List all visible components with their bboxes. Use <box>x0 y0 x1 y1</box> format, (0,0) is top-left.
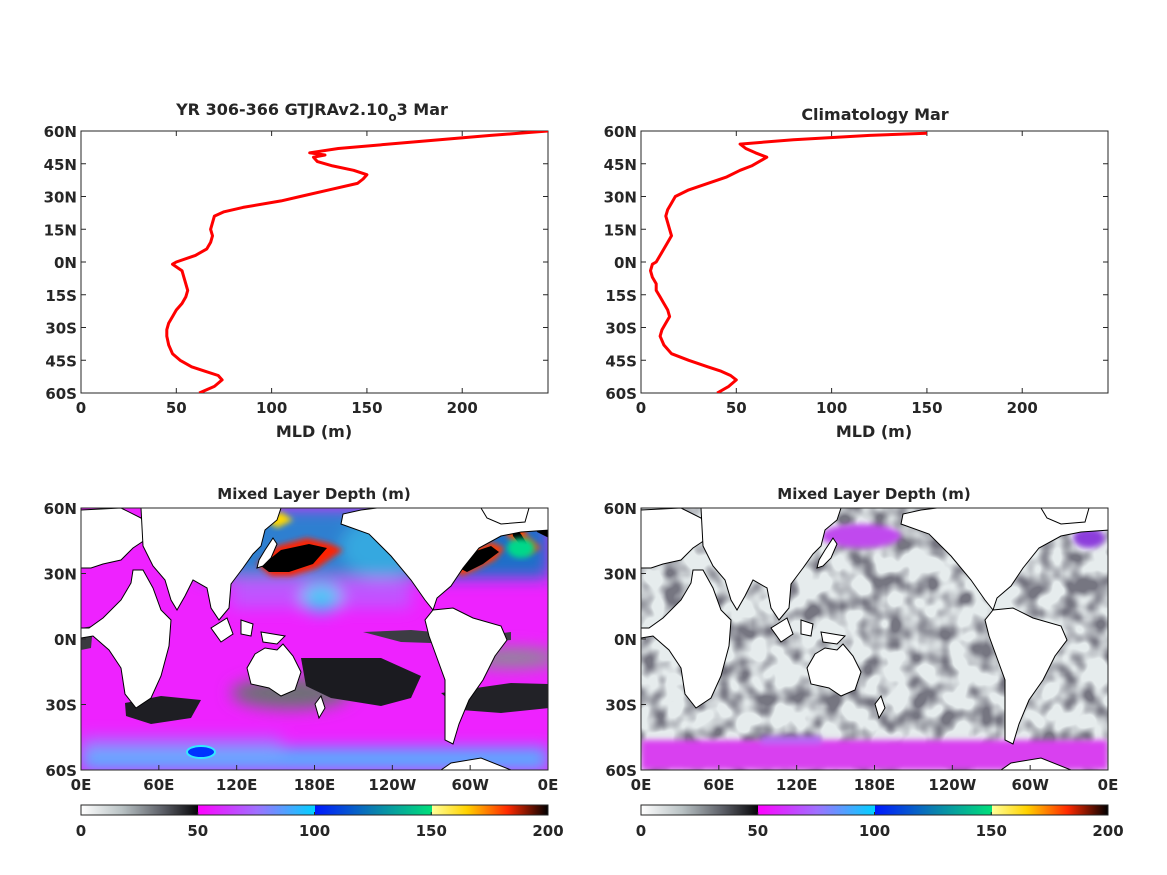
profile-model-ytick-label: 30S <box>45 320 77 338</box>
map-model-xtick-label: 120E <box>216 776 258 794</box>
colorbar-model-tick-label: 0 <box>76 822 86 840</box>
profile-model-xtick-label: 150 <box>351 399 382 417</box>
profile-clim-ticks: 0 50 100 150 200 60S 45S 30S 15S 0N 15N 30N 45N 60N <box>604 123 1108 417</box>
colorbar-model-tick-label: 100 <box>299 822 330 840</box>
colorbar-clim-tick-label: 50 <box>747 822 768 840</box>
profile-clim-ytick-label: 15S <box>605 287 637 305</box>
map-model-ytick-label: 60N <box>44 500 77 518</box>
profile-model-ytick-label: 45S <box>45 352 77 370</box>
profile-clim-ytick-label: 15N <box>604 221 637 239</box>
profile-clim-xtick-label: 200 <box>1007 399 1038 417</box>
map-model-title: Mixed Layer Depth (m) <box>217 485 410 503</box>
profile-plot-model: YR 306-366 GTJRAv2.10o3 Mar 0 50 100 150 200… <box>44 100 549 441</box>
profile-model-ytick-label: 30N <box>44 189 77 207</box>
map-model: Mixed Layer Depth (m) <box>44 485 559 794</box>
map-model-xtick-label: 180E <box>294 776 336 794</box>
profile-clim-xtick-label: 100 <box>816 399 847 417</box>
map-model-ytick-label: 30N <box>44 566 77 584</box>
map-model-xtick-label: 60W <box>451 776 489 794</box>
map-clim-ytick-label: 0N <box>614 631 637 649</box>
map-clim-xtick-label: 60W <box>1011 776 1049 794</box>
profile-model-ytick-label: 60S <box>45 385 77 403</box>
profile-model-ytick-label: 0N <box>54 254 77 272</box>
colorbar-clim-tick-label: 0 <box>636 822 646 840</box>
profile-clim-ytick-label: 30S <box>605 320 637 338</box>
colorbar-model-ticks: 0 50 100 150 200 <box>76 812 564 840</box>
profile-model-ytick-label: 15N <box>44 221 77 239</box>
map-model-xtick-label: 120W <box>368 776 416 794</box>
map-clim-xtick-label: 120E <box>776 776 818 794</box>
profile-clim-ytick-label: 0N <box>614 254 637 272</box>
map-clim-xtick-label: 0E <box>631 776 652 794</box>
map-clim: Mixed Layer Depth (m) 0E 60E 120E 180E 120W 6… <box>604 485 1119 794</box>
profile-clim-ytick-label: 60N <box>604 123 637 141</box>
colorbar-model-tick-label: 200 <box>532 822 563 840</box>
profile-model-ticks: 0 50 100 150 200 60S 45S 30S 15S 0N 15N 30N 45N 60N <box>44 123 548 417</box>
profile-clim-axes-box <box>640 130 1109 394</box>
map-clim-xtick-label: 180E <box>854 776 896 794</box>
profile-model-xtick-label: 200 <box>447 399 478 417</box>
map-clim-field <box>641 508 1108 770</box>
colorbar-model: 0 50 100 150 200 <box>76 804 564 840</box>
profile-model-series-line <box>165 131 548 393</box>
map-clim-ytick-label: 60N <box>604 500 637 518</box>
map-clim-xtick-label: 60E <box>703 776 734 794</box>
map-clim-ticks: 0E 60E 120E 180E 120W 60W 0E 60N 30N 0N 30S 60S <box>604 500 1119 794</box>
map-model-field <box>81 508 548 770</box>
colorbar-clim: 0 50 100 150 200 <box>636 804 1124 840</box>
map-model-ytick-label: 0N <box>54 631 77 649</box>
map-clim-xtick-label: 120W <box>928 776 976 794</box>
colorbar-model-tick-label: 50 <box>187 822 208 840</box>
profile-model-axes-box <box>80 130 549 394</box>
colorbar-clim-ticks: 0 50 100 150 200 <box>636 812 1124 840</box>
colorbar-clim-tick-label: 200 <box>1092 822 1123 840</box>
colorbar-model-tick-label: 150 <box>416 822 447 840</box>
profile-clim-xlabel: MLD (m) <box>836 422 912 441</box>
profile-clim-xtick-label: 50 <box>726 399 747 417</box>
map-clim-title: Mixed Layer Depth (m) <box>777 485 970 503</box>
map-model-xtick-label: 0E <box>538 776 559 794</box>
map-clim-xtick-label: 0E <box>1098 776 1119 794</box>
profile-model-xtick-label: 100 <box>256 399 287 417</box>
profile-clim-xtick-label: 150 <box>911 399 942 417</box>
profile-model-ytick-label: 15S <box>45 287 77 305</box>
profile-model-ytick-label: 60N <box>44 123 77 141</box>
profile-model-xlabel: MLD (m) <box>276 422 352 441</box>
map-clim-ytick-label: 30N <box>604 566 637 584</box>
map-model-ytick-label: 30S <box>45 697 77 715</box>
profile-clim-xtick-label: 0 <box>636 399 646 417</box>
colorbar-clim-tick-label: 100 <box>859 822 890 840</box>
profile-plot-clim: Climatology Mar 0 50 100 150 200 60S 45S 30S 15S… <box>604 105 1109 441</box>
profile-clim-ytick-label: 45S <box>605 352 637 370</box>
profile-clim-ytick-label: 45N <box>604 156 637 174</box>
profile-model-ytick-label: 45N <box>44 156 77 174</box>
map-clim-ytick-label: 60S <box>605 762 637 780</box>
colorbar-clim-tick-label: 150 <box>976 822 1007 840</box>
profile-clim-series-line <box>649 131 927 393</box>
profile-model-title: YR 306-366 GTJRAv2.10o3 Mar <box>175 100 448 124</box>
map-model-xtick-label: 0E <box>71 776 92 794</box>
profile-clim-title: Climatology Mar <box>801 105 948 124</box>
map-model-xtick-label: 60E <box>143 776 174 794</box>
profile-model-xtick-label: 50 <box>166 399 187 417</box>
profile-model-xtick-label: 0 <box>76 399 86 417</box>
profile-clim-ytick-label: 60S <box>605 385 637 403</box>
map-clim-ytick-label: 30S <box>605 697 637 715</box>
map-model-ytick-label: 60S <box>45 762 77 780</box>
profile-clim-ytick-label: 30N <box>604 189 637 207</box>
map-model-ticks: 0E 60E 120E 180E 120W 60W 0E 60N 30N 0N 30S 60S <box>44 500 559 794</box>
